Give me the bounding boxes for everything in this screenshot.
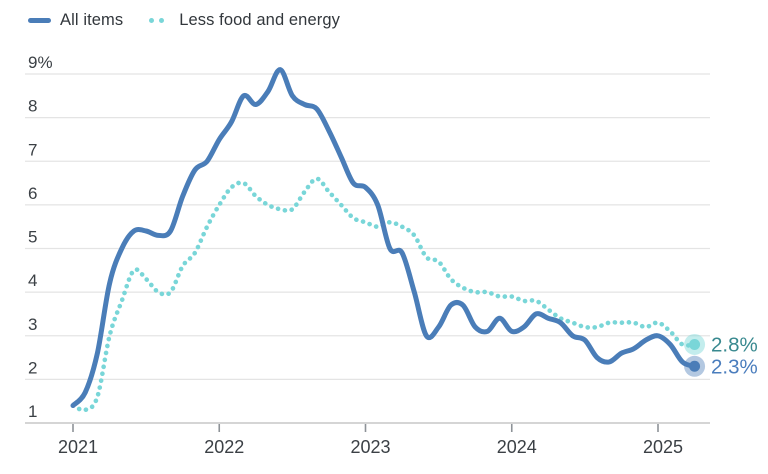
x-axis-label-2024: 2024 <box>497 437 537 457</box>
legend-item-all-items: All items <box>28 11 123 30</box>
solid-line-swatch-icon <box>28 18 51 23</box>
x-axis-label-2022: 2022 <box>204 437 244 457</box>
y-axis-label: 8 <box>28 97 37 116</box>
series-line-less-food-and-energy <box>70 176 697 413</box>
dotted-line-swatch-icon <box>149 18 165 23</box>
end-value-label-all-items: 2.3% <box>711 355 758 378</box>
legend-label-all-items: All items <box>60 11 124 29</box>
y-axis-label: 5 <box>28 228 37 247</box>
x-axis-label-2025: 2025 <box>643 437 683 457</box>
y-axis-label: 9% <box>28 53 53 72</box>
end-value-label-less-food-and-energy: 2.8% <box>711 333 758 356</box>
series-line-all-items <box>70 67 698 409</box>
legend-item-less-food-energy: Less food and energy <box>149 11 340 30</box>
x-axis-label-2023: 2023 <box>350 437 390 457</box>
end-dot-less-food-and-energy <box>689 338 701 350</box>
y-axis-label: 6 <box>28 184 37 203</box>
y-axis-label: 2 <box>28 358 37 377</box>
y-axis-label: 7 <box>28 140 37 159</box>
y-axis-label: 1 <box>28 402 37 421</box>
x-axis-label-2021: 2021 <box>58 437 98 457</box>
end-dot-all-items <box>689 360 701 372</box>
y-axis-label: 4 <box>28 271 37 290</box>
y-axis-label: 3 <box>28 315 37 334</box>
chart-legend: All items Less food and energy <box>28 11 340 30</box>
legend-label-less-food-energy: Less food and energy <box>179 11 340 29</box>
